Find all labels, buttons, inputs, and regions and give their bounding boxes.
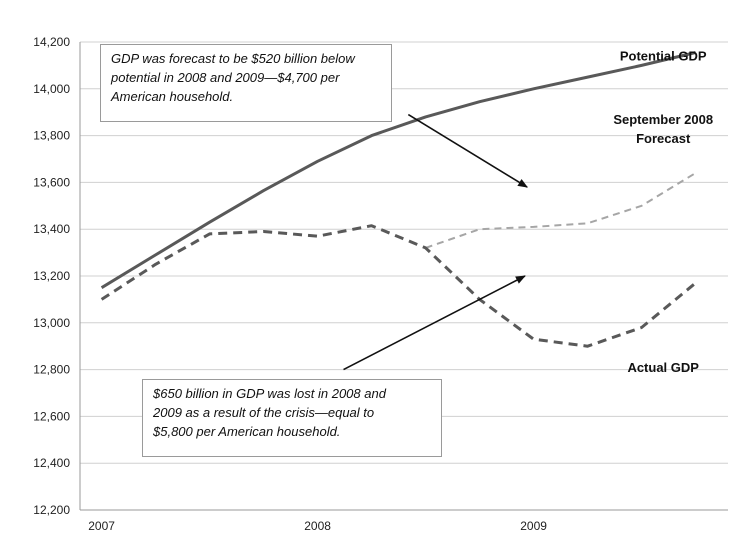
callout-line: potential in 2008 and 2009—$4,700 per: [111, 70, 340, 85]
callout-line: American household.: [111, 89, 234, 104]
series-label-line: Forecast: [636, 131, 691, 146]
september-2008-forecast-line: [425, 172, 697, 249]
x-tick-label: 2009: [520, 519, 547, 533]
callout-line: 2009 as a result of the crisis—equal to: [153, 405, 375, 420]
x-tick-label: 2007: [88, 519, 115, 533]
y-tick-label: 13,000: [33, 316, 70, 330]
callout-line: $5,800 per American household.: [153, 424, 341, 439]
series-label-layer: Potential GDP September 2008 Forecast Actua…: [613, 49, 713, 375]
y-tick-label: 13,600: [33, 175, 70, 189]
callout-line: GDP was forecast to be $520 billion belo…: [111, 51, 355, 66]
potential-gdp-line: [100, 51, 696, 289]
x-tick-label: 2008: [304, 519, 331, 533]
y-tick-label: 13,800: [33, 129, 70, 143]
top-callout-arrow: [407, 113, 528, 188]
y-tick-label: 12,400: [33, 456, 70, 470]
y-tick-label: 13,400: [33, 222, 70, 236]
bottom-callout-arrow: [343, 275, 526, 371]
y-tick-label: 14,000: [33, 82, 70, 96]
y-tick-label: 12,800: [33, 363, 70, 377]
series-label-line: September 2008: [613, 112, 713, 127]
series-label-line: Potential GDP: [620, 49, 707, 64]
gdp-lost-callout: $650 billion in GDP was lost in 2008 and…: [142, 379, 442, 457]
y-tick-label: 14,200: [33, 35, 70, 49]
actual-gdp-line: [100, 224, 697, 348]
callout-line: $650 billion in GDP was lost in 2008 and: [153, 386, 386, 401]
series-label: Potential GDP: [620, 49, 707, 64]
series-label: September 2008 Forecast: [613, 112, 713, 146]
forecast-gap-callout: GDP was forecast to be $520 billion belo…: [100, 44, 392, 122]
y-tick-label: 12,200: [33, 503, 70, 517]
series-label-line: Actual GDP: [627, 360, 699, 375]
axis-layer: 12,200 12,400 12,600 12,800 13,000 13,200 13,4…: [33, 35, 728, 533]
arrow-layer: [343, 113, 528, 371]
series-layer: [100, 51, 697, 348]
y-tick-label: 12,600: [33, 409, 70, 423]
series-label: Actual GDP: [627, 360, 699, 375]
y-tick-label: 13,200: [33, 269, 70, 283]
